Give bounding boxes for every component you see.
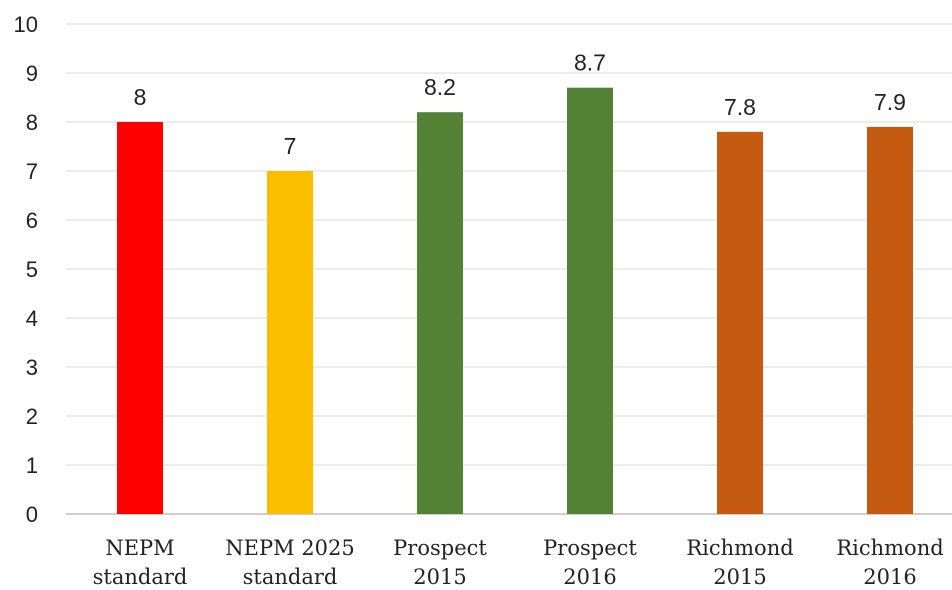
bars: [117, 87, 913, 515]
bar-0: [117, 122, 163, 514]
bar-1: [267, 171, 313, 514]
y-tick-label-1: 1: [26, 453, 38, 478]
y-tick-label-6: 6: [26, 208, 38, 233]
y-tick-label-4: 4: [26, 306, 38, 331]
data-label-3: 8.7: [574, 50, 606, 76]
y-tick-label-2: 2: [26, 404, 38, 429]
data-label-4: 7.8: [724, 94, 756, 120]
gridlines: [66, 23, 952, 515]
bar-4: [717, 131, 763, 515]
data-labels: 8 7 8.2 8.7 7.8 7.9: [134, 50, 906, 159]
category-labels: NEPM standard NEPM 2025 standard Prospect 201…: [93, 536, 944, 589]
bar-2: [417, 112, 463, 514]
category-label-1: NEPM 2025 standard: [225, 536, 354, 589]
y-tick-label-5: 5: [26, 257, 38, 282]
y-axis-ticks: 0 1 2 3 4 5 6 7 8 9 10: [14, 12, 38, 527]
data-label-0: 8: [134, 84, 147, 110]
y-tick-label-0: 0: [26, 502, 38, 527]
y-tick-label-8: 8: [26, 110, 38, 135]
category-label-2: Prospect 2015: [393, 536, 487, 589]
category-label-0: NEPM standard: [93, 536, 188, 589]
category-label-3: Prospect 2016: [543, 536, 637, 589]
data-label-2: 8.2: [424, 74, 456, 100]
y-tick-label-7: 7: [26, 159, 38, 184]
bar-5: [867, 126, 913, 515]
y-tick-label-9: 9: [26, 61, 38, 86]
y-tick-label-10: 10: [14, 12, 38, 37]
category-label-5: Richmond 2016: [836, 536, 943, 589]
y-tick-label-3: 3: [26, 355, 38, 380]
category-label-4: Richmond 2015: [686, 536, 793, 589]
bar-3: [567, 87, 613, 514]
data-label-1: 7: [284, 133, 297, 159]
data-label-5: 7.9: [874, 89, 906, 115]
